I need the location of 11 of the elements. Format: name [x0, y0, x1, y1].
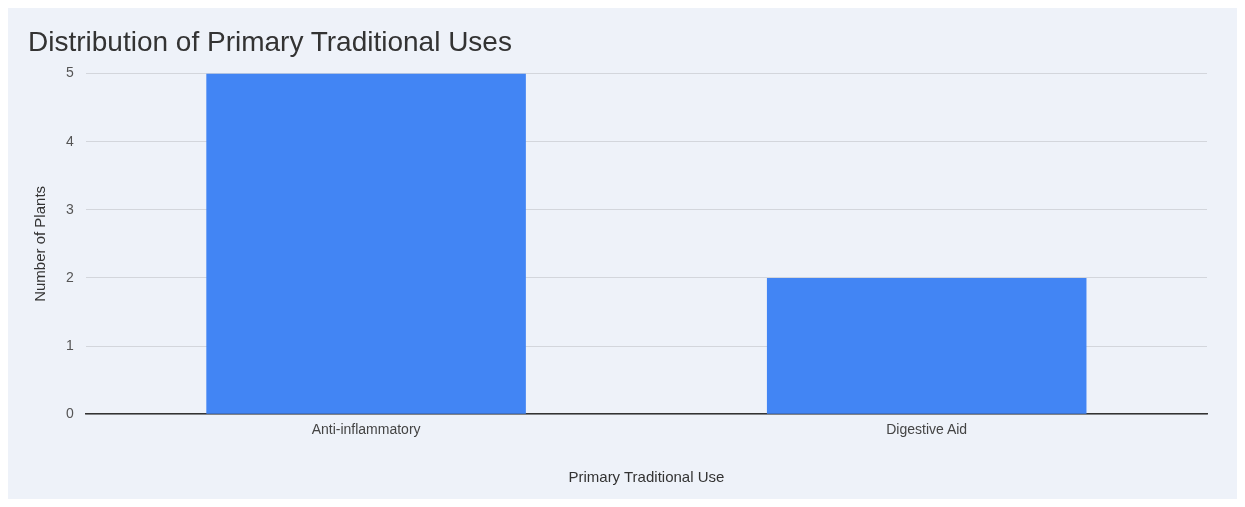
y-tick-label: 5 — [65, 64, 74, 81]
y-axis-title: Number of Plants — [31, 185, 49, 302]
y-tick-label: 0 — [65, 405, 74, 422]
x-axis-title: Primary Traditional Use — [568, 468, 725, 486]
x-tick-label: Digestive Aid — [886, 421, 968, 438]
y-tick-label: 4 — [65, 132, 74, 149]
y-tick-label: 1 — [65, 336, 74, 353]
x-tick-label: Anti-inflammatory — [311, 421, 421, 438]
y-tick-label: 3 — [65, 200, 74, 217]
y-tick-label: 2 — [65, 268, 74, 285]
chart-title: Distribution of Primary Traditional Uses — [28, 25, 512, 57]
